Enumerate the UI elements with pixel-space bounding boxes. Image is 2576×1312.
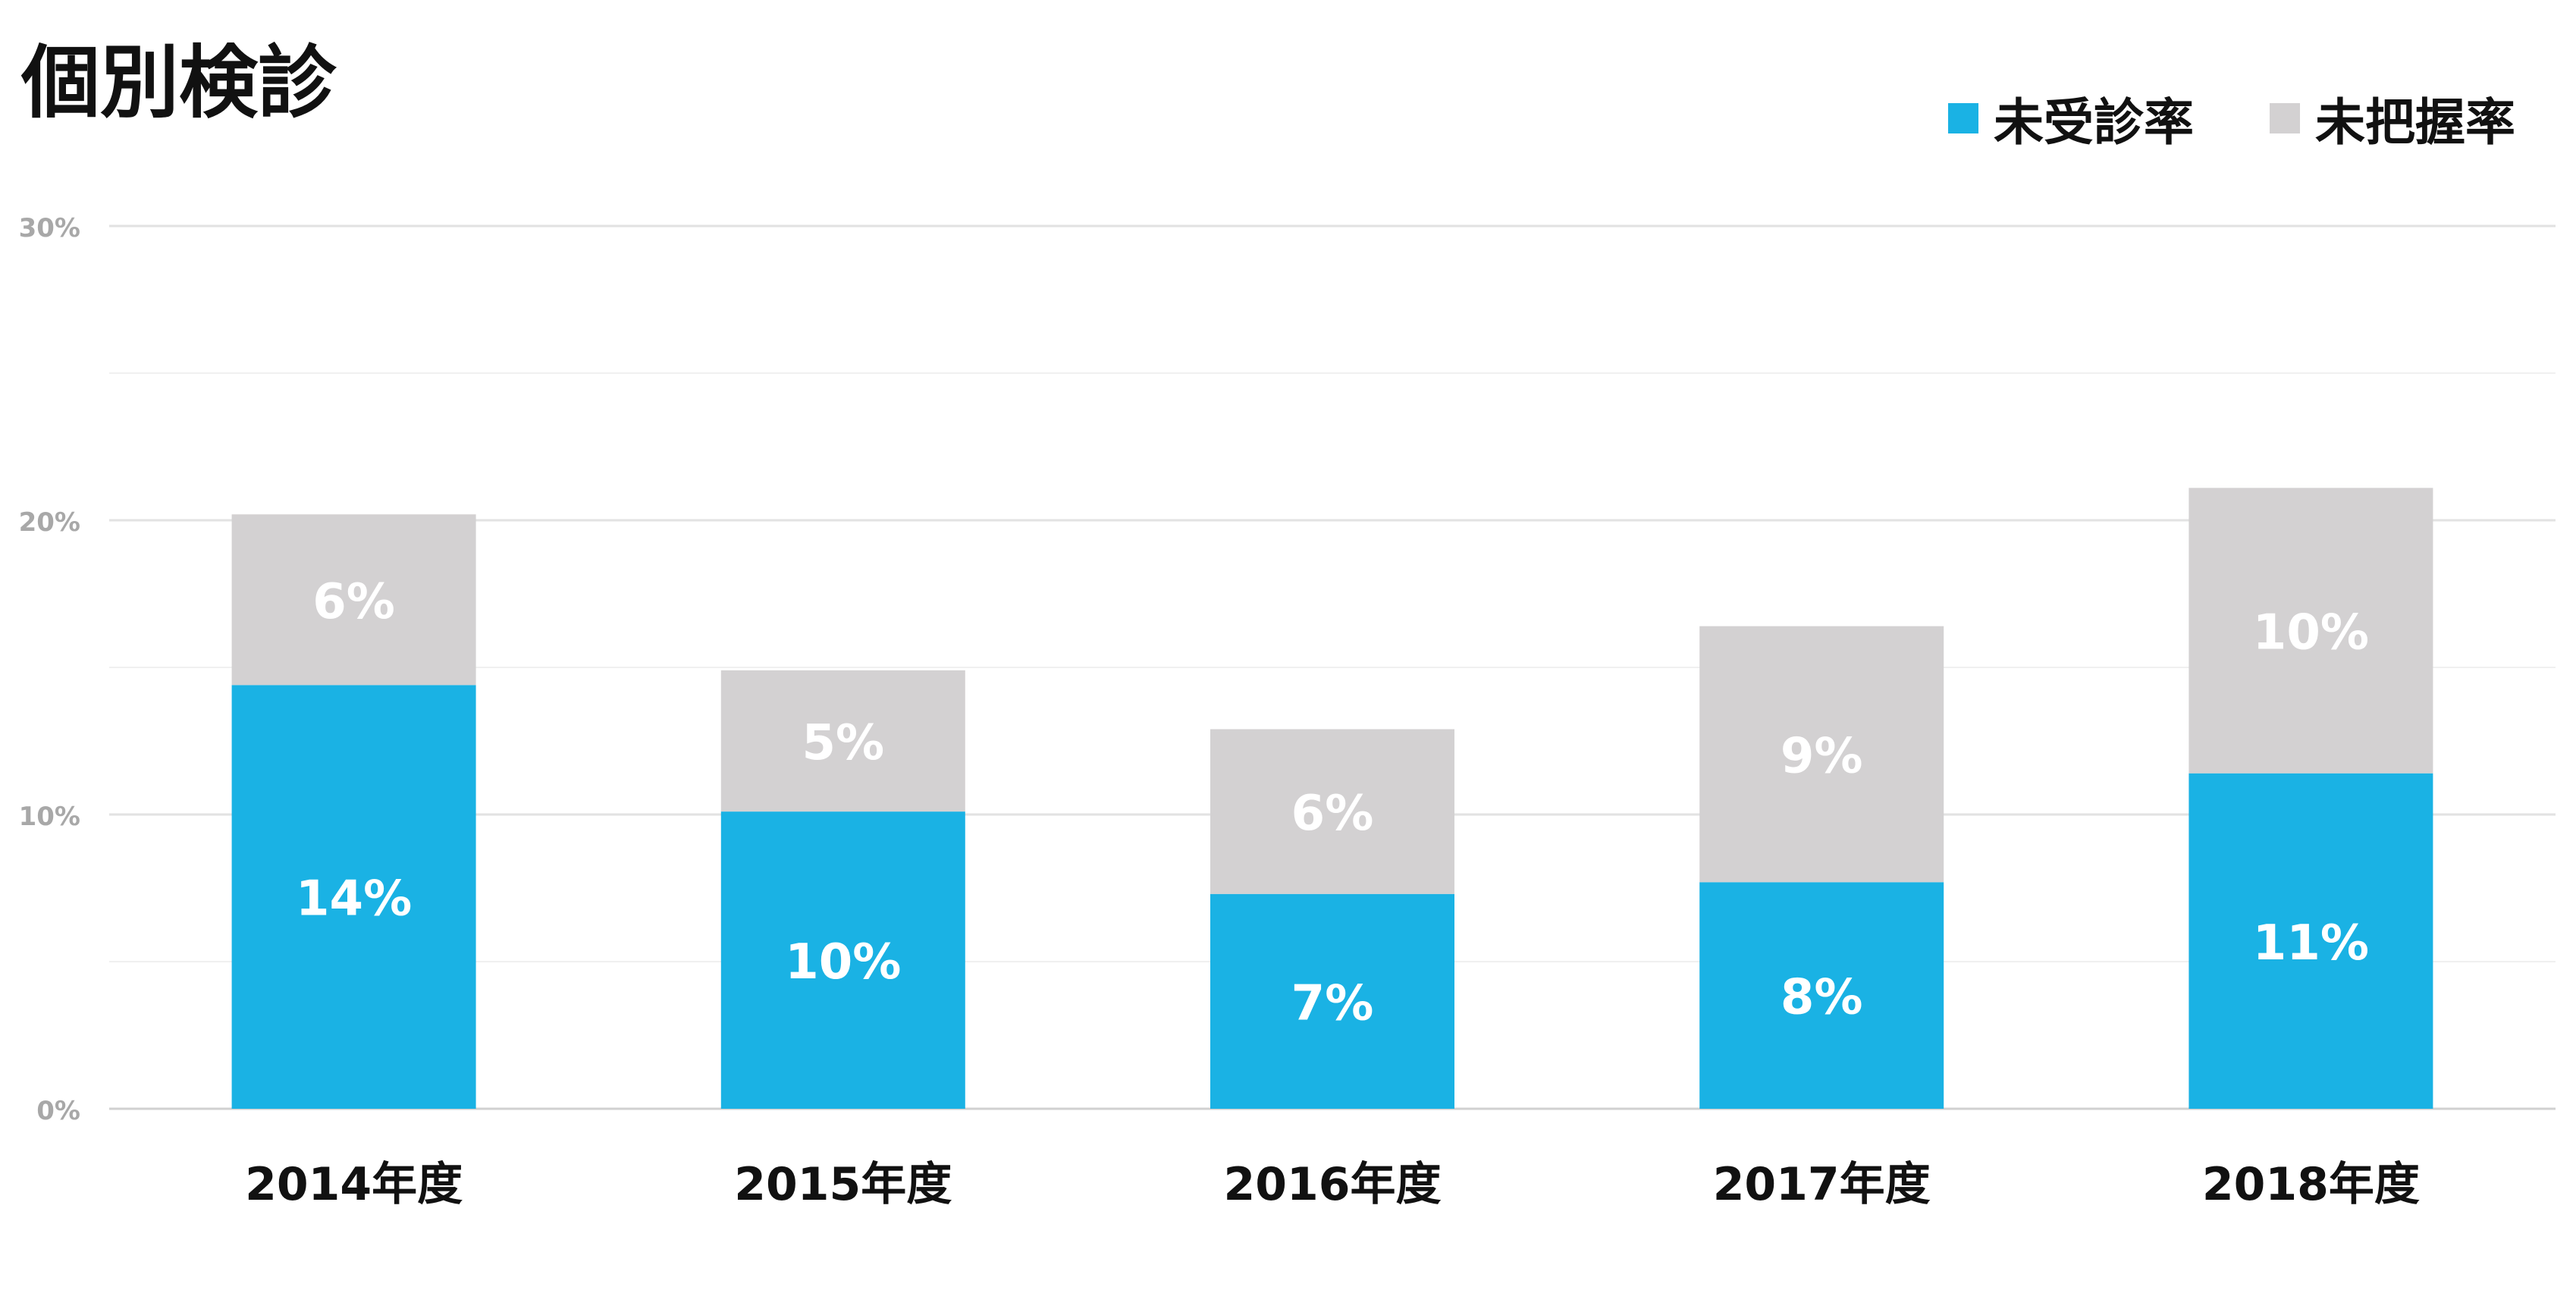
legend-item-unexamined: 未受診率 bbox=[1948, 82, 2194, 155]
legend-label-unknown: 未把握率 bbox=[2315, 93, 2515, 152]
x-tick-label: 2016年度 bbox=[1224, 1158, 1442, 1211]
y-tick-label: 30% bbox=[19, 213, 80, 243]
bar-unexamined-3 bbox=[1699, 882, 1944, 1109]
legend-swatch-unknown bbox=[2270, 103, 2300, 133]
x-tick-label: 2017年度 bbox=[1713, 1158, 1931, 1211]
chart-title: 個別検診 bbox=[21, 36, 337, 129]
data-label-unexamined: 8% bbox=[1781, 970, 1863, 1026]
legend-label-unexamined: 未受診率 bbox=[1994, 93, 2194, 152]
data-label-unknown: 6% bbox=[312, 574, 395, 630]
data-label-unknown: 9% bbox=[1781, 728, 1863, 784]
data-label-unknown: 6% bbox=[1291, 786, 1374, 842]
y-tick-label: 10% bbox=[19, 802, 80, 832]
y-tick-label: 0% bbox=[36, 1096, 80, 1126]
data-label-unknown: 10% bbox=[2253, 605, 2369, 661]
bar-unknown-1 bbox=[720, 670, 965, 812]
bar-unexamined-1 bbox=[720, 811, 965, 1109]
legend-swatch-unexamined bbox=[1948, 103, 1978, 133]
data-label-unexamined: 11% bbox=[2253, 915, 2369, 971]
data-label-unexamined: 14% bbox=[296, 871, 412, 928]
data-label-unknown: 5% bbox=[802, 715, 884, 771]
data-label-unexamined: 7% bbox=[1291, 975, 1374, 1031]
x-tick-label: 2015年度 bbox=[734, 1158, 952, 1211]
bar-unknown-0 bbox=[231, 514, 476, 686]
bar-unknown-3 bbox=[1699, 626, 1944, 883]
data-label-unexamined: 10% bbox=[785, 934, 901, 990]
bar-unexamined-0 bbox=[231, 685, 476, 1109]
x-tick-label: 2018年度 bbox=[2202, 1158, 2420, 1211]
bar-unknown-4 bbox=[2189, 488, 2433, 774]
legend: 未受診率 未把握率 bbox=[1948, 82, 2515, 155]
bar-unexamined-4 bbox=[2189, 773, 2433, 1109]
y-tick-label: 20% bbox=[19, 507, 80, 538]
x-tick-label: 2014年度 bbox=[245, 1158, 463, 1211]
bar-unexamined-2 bbox=[1210, 893, 1454, 1109]
bar-unknown-2 bbox=[1210, 729, 1454, 894]
legend-item-unknown: 未把握率 bbox=[2270, 82, 2515, 155]
